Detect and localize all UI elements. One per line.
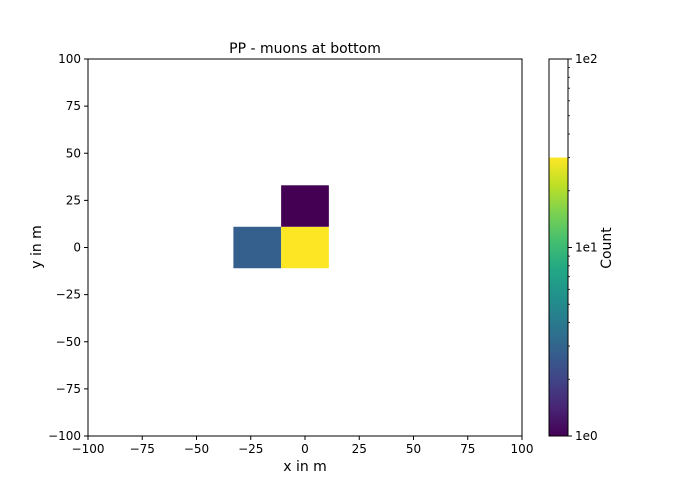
y-tick-label: 100	[58, 52, 81, 66]
chart-title: PP - muons at bottom	[229, 41, 381, 57]
x-tick-label: −75	[130, 442, 155, 456]
x-tick-label: 75	[460, 442, 475, 456]
plot-area	[87, 58, 523, 437]
y-axis-label: y in m	[29, 225, 45, 269]
y-tick-label: 25	[66, 193, 81, 207]
x-tick-label: 25	[352, 442, 367, 456]
x-tick-label: −50	[184, 442, 209, 456]
x-axis-label: x in m	[283, 459, 327, 475]
heatmap-cell	[281, 185, 329, 227]
y-tick-label: 75	[66, 99, 81, 113]
y-axis: −100 −75 −50 −25 0 25 50 75 100	[48, 52, 88, 443]
x-tick-label: −100	[72, 442, 105, 456]
y-tick-label: −100	[48, 429, 81, 443]
y-tick-label: −25	[56, 288, 81, 302]
colorbar-tick-label: 1e0	[575, 429, 598, 443]
x-tick-label: 0	[301, 442, 309, 456]
colorbar-tick-label: 1e1	[575, 241, 598, 255]
y-tick-label: 0	[73, 241, 81, 255]
heatmap-cell	[281, 226, 329, 269]
y-tick-label: −50	[56, 335, 81, 349]
x-tick-label: 50	[406, 442, 421, 456]
heatmap-cells	[233, 185, 329, 269]
x-tick-label: 100	[511, 442, 534, 456]
x-tick-label: −25	[238, 442, 263, 456]
colorbar-gradient	[549, 157, 568, 437]
colorbar-ticks: 1e0 1e1 1e2	[568, 52, 598, 443]
colorbar-tick-label: 1e2	[575, 52, 598, 66]
y-tick-label: 50	[66, 146, 81, 160]
y-tick-label: −75	[56, 382, 81, 396]
heatmap-cell	[233, 226, 282, 269]
colorbar-label: Count	[599, 227, 615, 269]
colorbar: 1e0 1e1 1e2 Count	[548, 52, 615, 443]
x-axis: −100 −75 −50 −25 0 25 50 75 100	[72, 436, 534, 456]
